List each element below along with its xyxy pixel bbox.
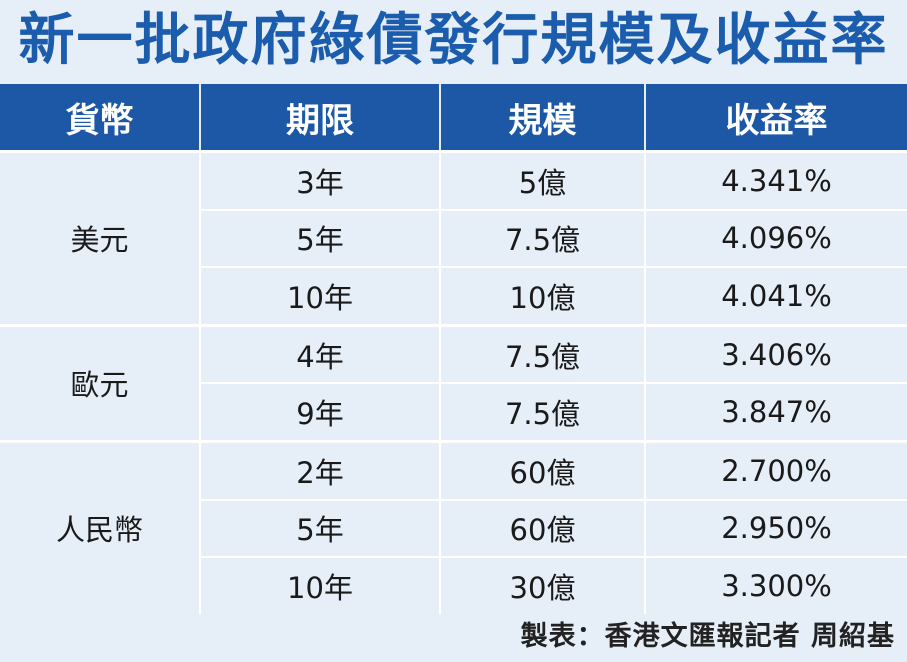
row: 5年 60億 2.950% xyxy=(0,498,907,558)
footer: 製表：香港文匯報記者 周紹基 xyxy=(520,621,895,652)
row: 10年 10億 4.041% xyxy=(0,266,907,326)
cell: 3年 xyxy=(199,149,440,210)
cell: 2.700% xyxy=(644,439,907,500)
cell: 4.096% xyxy=(644,208,907,268)
row: 人民幣 2年 60億 2.700% xyxy=(0,439,907,614)
cell: 10年 xyxy=(199,266,440,326)
header-cell: 貨幣 xyxy=(0,84,200,152)
header-cell: 規模 xyxy=(439,84,645,152)
title: 新一批政府綠債發行規模及收益率 xyxy=(18,7,889,73)
row: 歐元 4年 7.5億 3.406% xyxy=(0,323,907,442)
cell: 7.5億 xyxy=(439,323,645,384)
cell: 4.341% xyxy=(644,149,907,210)
cell: 3.847% xyxy=(644,382,907,442)
cell: 4.041% xyxy=(644,266,907,326)
cell: 5億 xyxy=(439,149,645,210)
currency-cell: 歐元 xyxy=(0,323,200,442)
cell: 10億 xyxy=(439,266,645,326)
row: 10年 30億 3.300% xyxy=(0,556,907,614)
cell: 7.5億 xyxy=(439,208,645,268)
cell: 5年 xyxy=(199,208,440,268)
row: 5年 7.5億 4.096% xyxy=(0,208,907,268)
cell: 7.5億 xyxy=(439,382,645,442)
currency-cell: 美元 xyxy=(0,150,200,326)
cell: 30億 xyxy=(439,556,645,614)
row: 9年 7.5億 3.847% xyxy=(0,382,907,442)
cell: 9年 xyxy=(199,382,440,442)
cell: 60億 xyxy=(439,439,645,500)
currency-cell: 人民幣 xyxy=(0,439,200,614)
header-cell: 收益率 xyxy=(644,84,907,152)
cell: 2.950% xyxy=(644,498,907,558)
cell: 10年 xyxy=(199,556,440,614)
cell: 3.406% xyxy=(644,323,907,384)
cell: 4年 xyxy=(199,323,440,384)
cell: 60億 xyxy=(439,498,645,558)
cell: 5年 xyxy=(199,498,440,558)
table: 貨幣 期限 規模 收益率 美元 3年 5億 4.341% 5年 7.5億 4.096% 10年… xyxy=(0,84,907,614)
header-row: 貨幣 期限 規模 收益率 xyxy=(0,84,907,152)
cell: 2年 xyxy=(199,439,440,500)
header-cell: 期限 xyxy=(199,84,440,152)
row: 美元 3年 5億 4.341% xyxy=(0,149,907,326)
cell: 3.300% xyxy=(644,556,907,614)
